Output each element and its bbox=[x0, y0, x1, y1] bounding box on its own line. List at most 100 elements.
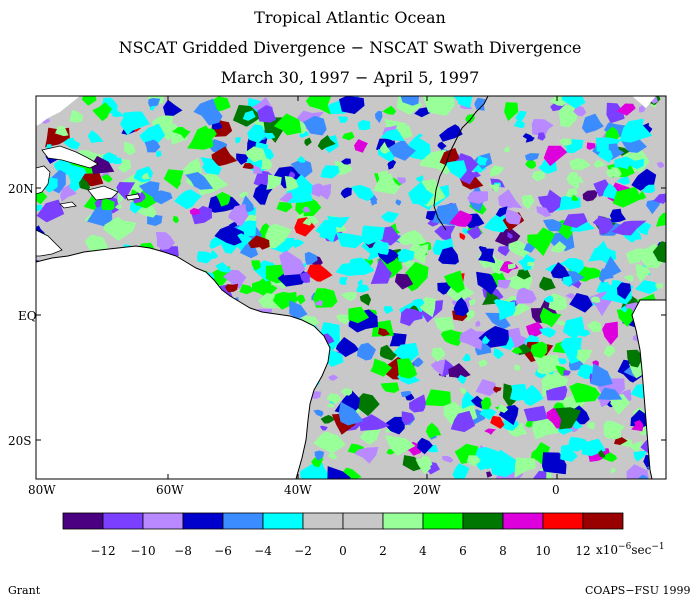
divergence-patch bbox=[532, 470, 547, 479]
divergence-patch bbox=[587, 421, 595, 430]
colorbar-swatch bbox=[582, 512, 624, 530]
divergence-patch bbox=[200, 128, 217, 141]
divergence-patch bbox=[653, 193, 666, 204]
divergence-patch bbox=[543, 145, 568, 167]
divergence-patch bbox=[265, 223, 292, 249]
divergence-patch bbox=[536, 206, 552, 217]
divergence-patch bbox=[654, 283, 664, 289]
divergence-patch bbox=[109, 108, 118, 113]
divergence-patch bbox=[606, 169, 617, 178]
divergence-patch bbox=[434, 316, 455, 332]
divergence-patch bbox=[480, 397, 492, 410]
divergence-patch bbox=[300, 463, 332, 479]
divergence-patch bbox=[602, 183, 620, 200]
divergence-patch bbox=[251, 273, 278, 298]
divergence-patch bbox=[614, 156, 636, 170]
divergence-patch bbox=[497, 246, 512, 257]
divergence-patch bbox=[394, 273, 414, 290]
divergence-patch bbox=[163, 99, 183, 116]
divergence-patch bbox=[155, 232, 176, 250]
divergence-patch bbox=[635, 263, 651, 282]
divergence-patch bbox=[314, 450, 325, 461]
divergence-patch bbox=[563, 370, 571, 376]
divergence-patch bbox=[335, 337, 360, 358]
divergence-patch bbox=[508, 240, 531, 258]
divergence-patch bbox=[543, 219, 562, 232]
divergence-patch bbox=[565, 188, 579, 198]
divergence-patch bbox=[539, 307, 562, 328]
divergence-patch bbox=[414, 106, 431, 118]
divergence-patch bbox=[417, 437, 433, 455]
divergence-patch bbox=[495, 206, 508, 218]
divergence-patch bbox=[296, 156, 306, 163]
divergence-patch bbox=[550, 241, 567, 253]
divergence-patch bbox=[437, 141, 447, 150]
divergence-patch bbox=[561, 96, 586, 109]
divergence-patch bbox=[380, 211, 399, 223]
divergence-patch bbox=[449, 210, 473, 227]
divergence-patch bbox=[326, 403, 335, 408]
divergence-patch bbox=[374, 111, 383, 124]
divergence-patch bbox=[276, 201, 293, 213]
divergence-patch bbox=[554, 407, 581, 430]
divergence-patch bbox=[507, 422, 528, 438]
divergence-patch bbox=[612, 186, 642, 208]
divergence-patch bbox=[149, 105, 156, 111]
divergence-patch bbox=[370, 257, 392, 284]
divergence-patch bbox=[525, 321, 546, 339]
divergence-patch bbox=[141, 172, 150, 180]
divergence-patch bbox=[586, 320, 602, 332]
divergence-patch bbox=[562, 276, 573, 287]
divergence-patch bbox=[245, 146, 267, 163]
divergence-patch bbox=[340, 187, 352, 199]
divergence-patch bbox=[313, 431, 346, 454]
divergence-patch bbox=[364, 258, 373, 267]
divergence-patch bbox=[374, 241, 389, 255]
colorbar-swatch bbox=[222, 512, 264, 530]
divergence-patch bbox=[397, 248, 415, 263]
divergence-patch bbox=[507, 232, 513, 239]
divergence-patch bbox=[237, 233, 252, 247]
jamaica-island bbox=[59, 201, 77, 209]
divergence-patch bbox=[148, 98, 161, 109]
divergence-patch bbox=[340, 387, 353, 396]
divergence-patch bbox=[476, 155, 488, 166]
divergence-patch bbox=[317, 135, 336, 151]
divergence-patch bbox=[211, 146, 238, 168]
colorbar-swatch bbox=[342, 512, 384, 530]
africa-west-coast bbox=[631, 299, 666, 479]
divergence-patch bbox=[388, 139, 416, 161]
divergence-patch bbox=[531, 119, 554, 137]
divergence-patch bbox=[36, 204, 43, 212]
divergence-patch bbox=[462, 353, 471, 362]
lon-label-80w: 80W bbox=[28, 483, 56, 497]
divergence-patch bbox=[380, 129, 405, 141]
divergence-patch bbox=[400, 391, 412, 397]
colorbar-tick-label: −6 bbox=[214, 544, 232, 558]
divergence-patch bbox=[216, 191, 231, 207]
divergence-patch bbox=[562, 213, 588, 228]
divergence-patch bbox=[172, 127, 191, 139]
divergence-patch bbox=[642, 184, 655, 193]
divergence-patch bbox=[422, 96, 455, 116]
lat-label-20n: 20N bbox=[8, 182, 34, 196]
divergence-patch bbox=[266, 174, 282, 190]
divergence-patch bbox=[525, 158, 537, 169]
divergence-patch bbox=[289, 174, 318, 197]
colorbar-tick-label: −12 bbox=[90, 544, 116, 558]
divergence-patch bbox=[507, 263, 516, 270]
divergence-patch bbox=[396, 229, 425, 246]
divergence-patch bbox=[493, 386, 502, 393]
divergence-patch bbox=[502, 146, 510, 153]
divergence-patch bbox=[510, 383, 530, 401]
divergence-patch bbox=[114, 204, 122, 210]
divergence-patch bbox=[156, 150, 162, 158]
divergence-patch bbox=[598, 449, 606, 458]
divergence-patch bbox=[558, 138, 572, 146]
divergence-patch bbox=[239, 284, 255, 295]
divergence-patch bbox=[191, 205, 212, 225]
divergence-patch bbox=[242, 110, 256, 121]
divergence-patch bbox=[320, 165, 340, 179]
divergence-patch bbox=[497, 279, 512, 289]
divergence-patch bbox=[603, 420, 625, 439]
